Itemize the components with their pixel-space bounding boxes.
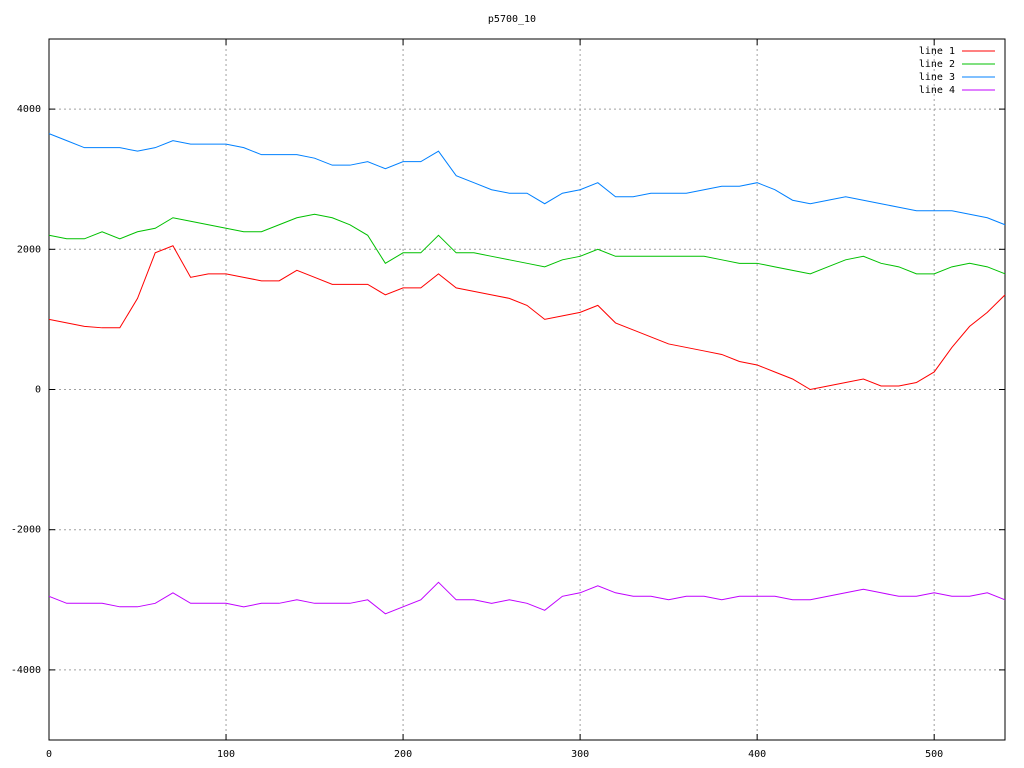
- data-line: [48, 245, 1006, 391]
- x-tick-label: 300: [571, 749, 589, 760]
- legend-label: line 1: [919, 46, 955, 57]
- legend-label: line 3: [919, 72, 955, 83]
- x-tick-label: 500: [925, 749, 943, 760]
- data-line: [48, 581, 1006, 615]
- data-line: [48, 213, 1006, 275]
- legend-label: line 4: [919, 85, 955, 96]
- x-tick-label: 400: [748, 749, 766, 760]
- y-tick-label: -2000: [11, 525, 41, 536]
- y-tick-label: 0: [35, 385, 41, 396]
- x-tick-label: 0: [46, 749, 52, 760]
- x-tick-label: 100: [217, 749, 235, 760]
- y-tick-label: -4000: [11, 665, 41, 676]
- plot-border: [48, 38, 1006, 741]
- y-tick-label: 2000: [17, 244, 41, 255]
- chart-title: p5700_10: [488, 14, 536, 25]
- data-line: [48, 133, 1006, 226]
- legend-label: line 2: [919, 59, 955, 70]
- x-tick-label: 200: [394, 749, 412, 760]
- y-tick-label: 4000: [17, 104, 41, 115]
